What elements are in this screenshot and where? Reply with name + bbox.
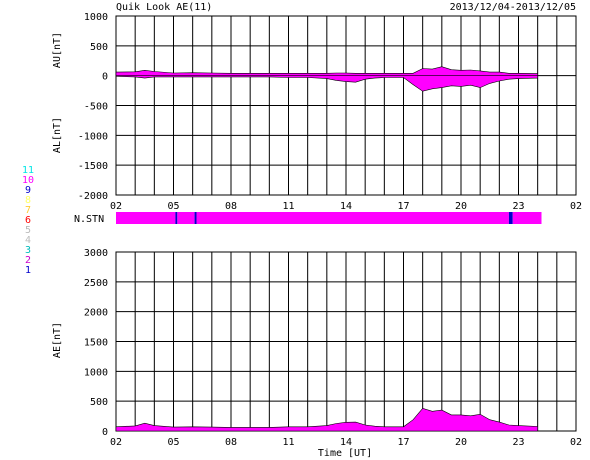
top-xtick-label: 20 [455,201,467,212]
top-xtick-label: 02 [570,201,582,212]
station-legend-entry: 4 [25,235,31,246]
bottom-panel: 3000 2500 2000 1500 1000 500 0 02 05 08 11 14 17 20 2… [52,248,582,459]
station-count-label: N.STN [74,214,104,225]
au-axis-label: AU[nT] [52,32,63,68]
top-xtick-label: 02 [110,201,122,212]
top-xtick-label: 17 [397,201,409,212]
top-ytick-label: 1000 [84,12,108,23]
bottom-grid [115,251,577,432]
station-legend-entry: 6 [25,215,31,226]
bottom-ytick-label: 0 [102,427,108,438]
date-range: 2013/12/04-2013/12/05 [450,2,576,13]
station-legend-entry: 1 [25,265,31,276]
station-legend-entry: 10 [22,175,34,186]
top-ytick-label: -1000 [78,131,108,142]
station-legend-entry: 5 [25,225,31,236]
top-ytick-label: -500 [84,102,108,113]
station-count-segment [116,212,176,224]
station-count-segment [175,212,178,224]
au-al-envelope [115,66,538,92]
station-count-segment [508,212,513,224]
station-legend-entry: 9 [25,185,31,196]
top-yticks: 1000 500 0 -500 -1000 -1500 -2000 [78,12,108,202]
station-count-segment [194,212,197,224]
bottom-xtick-label: 02 [570,437,582,448]
station-count-segment [196,212,509,224]
top-xtick-label: 05 [167,201,179,212]
bottom-ytick-label: 500 [90,397,108,408]
station-legend-entry: 8 [25,195,31,206]
station-legend-entry: 7 [25,205,31,216]
bottom-ytick-label: 3000 [84,248,108,259]
station-count-bar [116,212,542,224]
station-count-panel: N.STN [74,212,542,225]
bottom-ytick-label: 2500 [84,278,108,289]
top-xtick-label: 08 [225,201,237,212]
top-series [115,66,538,92]
bottom-xtick-label: 23 [512,437,524,448]
time-axis-label: Time [UT] [318,448,372,459]
top-grid [115,15,577,196]
bottom-xtick-label: 02 [110,437,122,448]
ae-area [115,407,538,432]
al-axis-label: AL[nT] [52,117,63,153]
chart-title: Quik Look AE(11) [116,2,212,13]
bottom-ytick-label: 1000 [84,367,108,378]
top-ytick-label: 500 [90,42,108,53]
bottom-ytick-label: 1500 [84,338,108,349]
top-xtick-label: 14 [340,201,352,212]
top-xtick-label: 11 [282,201,294,212]
bottom-series [115,407,538,432]
station-legend-entry: 2 [25,255,31,266]
station-legend-entry: 3 [25,245,31,256]
bottom-yticks: 3000 2500 2000 1500 1000 500 0 [84,248,108,438]
top-ytick-label: -1500 [78,161,108,172]
bottom-xtick-label: 11 [282,437,294,448]
top-xticks: 02 05 08 11 14 17 20 23 02 [110,201,582,212]
bottom-xticks: 02 05 08 11 14 17 20 23 02 [110,437,582,448]
station-legend-entry: 11 [22,165,34,176]
top-xtick-label: 23 [512,201,524,212]
station-count-segment [177,212,195,224]
top-ytick-label: -2000 [78,191,108,202]
bottom-xtick-label: 20 [455,437,467,448]
station-count-segment [512,212,542,224]
ae-axis-label: AE[nT] [52,322,63,358]
bottom-xtick-label: 17 [397,437,409,448]
bottom-xtick-label: 14 [340,437,352,448]
top-panel: 1000 500 0 -500 -1000 -1500 -2000 02 05 08 11 14 17… [52,12,582,212]
bottom-xtick-label: 08 [225,437,237,448]
top-ytick-label: 0 [102,72,108,83]
bottom-xtick-label: 05 [167,437,179,448]
bottom-ytick-label: 2000 [84,308,108,319]
